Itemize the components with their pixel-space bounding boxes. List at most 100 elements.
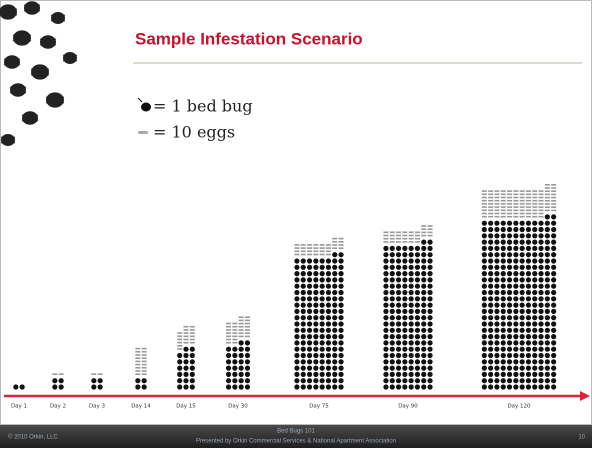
egg-dash [313, 251, 318, 253]
egg-dash [507, 197, 512, 199]
bed-bug-dot [532, 221, 537, 226]
bed-bug-dot [332, 252, 337, 257]
egg-dash [135, 364, 140, 366]
bed-bug-dot [545, 290, 550, 295]
bed-bug-dot [409, 359, 414, 364]
bed-bug-dot [294, 359, 299, 364]
bed-bug-dot [532, 384, 537, 389]
bed-bug-dot [494, 378, 499, 383]
bed-bug-dot [494, 265, 499, 270]
bed-bug-dot [488, 328, 493, 333]
bed-bug-dot [239, 340, 244, 345]
bed-bug-dot [98, 378, 103, 383]
bed-bug-dot [513, 328, 518, 333]
bed-bug-dot [488, 252, 493, 257]
bed-bug-dot [313, 309, 318, 314]
bed-bug-dot [427, 309, 432, 314]
bed-bug-dot [488, 284, 493, 289]
bed-bug-dot [501, 290, 506, 295]
egg-dash [551, 187, 556, 189]
bed-bug-dot [338, 284, 343, 289]
bed-bug-dot [545, 221, 550, 226]
bed-bug-dot [551, 372, 556, 377]
bed-bug-dot [551, 340, 556, 345]
bed-bug-dot [415, 328, 420, 333]
egg-dash [307, 247, 312, 249]
bed-bug-dot [226, 372, 231, 377]
bed-bug-dot [183, 378, 188, 383]
bed-bug-dot [427, 258, 432, 263]
egg-dash [488, 200, 493, 202]
bed-bug-dot [307, 284, 312, 289]
bed-bug-dot [520, 353, 525, 358]
egg-dash [402, 235, 407, 237]
bed-bug-dot [501, 347, 506, 352]
bed-bug-dot [402, 265, 407, 270]
bed-bug-dot [232, 353, 237, 358]
bed-bug-dot [551, 366, 556, 371]
bed-bug-dot [301, 284, 306, 289]
bed-bug-dot [415, 252, 420, 257]
bed-bug-dot [545, 359, 550, 364]
bed-bug-dot [545, 258, 550, 263]
bed-bug-dot [402, 328, 407, 333]
egg-dash [532, 213, 537, 215]
bed-bug-dot [526, 353, 531, 358]
bed-bug-dot [313, 372, 318, 377]
bed-bug-dot [402, 271, 407, 276]
bed-bug-dot [326, 277, 331, 282]
egg-dash [539, 210, 544, 212]
bed-bug-dot [390, 258, 395, 263]
bed-bug-dot [383, 258, 388, 263]
bed-bug-dot [513, 246, 518, 251]
bed-bug-dot [415, 359, 420, 364]
bed-bug-dot [520, 384, 525, 389]
bed-bug-dot [494, 315, 499, 320]
bed-bug-dot [294, 265, 299, 270]
bed-bug-dot [226, 378, 231, 383]
egg-dash [135, 373, 140, 375]
egg-dash [402, 241, 407, 243]
egg-dash [520, 206, 525, 208]
bed-bug-dot [427, 271, 432, 276]
bed-bug-dot [415, 384, 420, 389]
egg-dash [320, 254, 325, 256]
bed-bug-dot [383, 315, 388, 320]
bed-bug-dot [507, 359, 512, 364]
egg-dash [301, 254, 306, 256]
bed-bug-dot [294, 372, 299, 377]
bed-bug-dot [383, 284, 388, 289]
bed-bug-dot [551, 246, 556, 251]
bed-bug-dot [513, 334, 518, 339]
egg-dash [245, 320, 250, 322]
bed-bug-dot [545, 334, 550, 339]
bed-bug-dot [402, 303, 407, 308]
footer-page: 10 [578, 435, 585, 441]
egg-dash [482, 210, 487, 212]
bed-bug-dot [513, 309, 518, 314]
egg-dash [301, 251, 306, 253]
bed-bug-dot [532, 378, 537, 383]
egg-dash [409, 241, 414, 243]
bed-bug-dot [245, 347, 250, 352]
bed-bug-dot [409, 284, 414, 289]
bed-bug-dot [494, 277, 499, 282]
bed-bug-dot [482, 372, 487, 377]
egg-dash [551, 200, 556, 202]
bed-bug-dot [402, 353, 407, 358]
bed-bug-dot [526, 290, 531, 295]
bed-bug-dot [301, 372, 306, 377]
bed-bug-dot [320, 284, 325, 289]
egg-dash [142, 351, 147, 353]
egg-dash [513, 213, 518, 215]
footer-copyright: © 2010 Orkin, LLC [8, 434, 58, 441]
egg-dash [501, 197, 506, 199]
bed-bug-dot [135, 384, 140, 389]
bed-bug-dot [551, 378, 556, 383]
bed-bug-dot [545, 265, 550, 270]
bed-bug-dot [538, 378, 543, 383]
bed-bug-dot [190, 384, 195, 389]
egg-dash [409, 235, 414, 237]
bed-bug-dot [301, 378, 306, 383]
bed-bug-dot [520, 378, 525, 383]
